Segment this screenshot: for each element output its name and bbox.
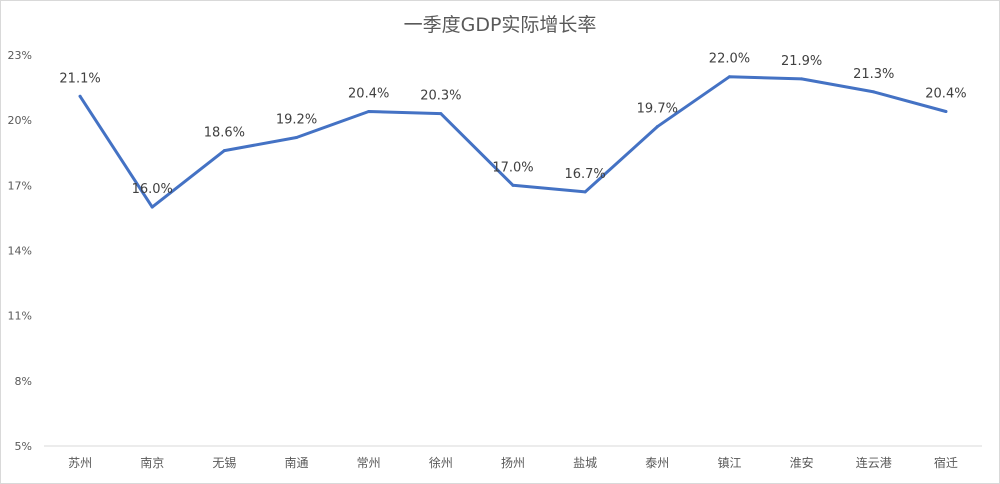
- x-tick-label: 连云港: [856, 455, 892, 470]
- data-label: 20.4%: [348, 86, 389, 101]
- x-tick-label: 无锡: [212, 455, 236, 470]
- x-tick-label: 徐州: [429, 455, 453, 470]
- data-label: 22.0%: [709, 52, 750, 67]
- x-tick-label: 常州: [357, 456, 381, 470]
- data-point: [655, 125, 659, 129]
- chart-title: 一季度GDP实际增长率: [403, 14, 597, 36]
- data-point: [439, 112, 443, 116]
- data-point: [800, 77, 804, 81]
- data-label: 21.1%: [59, 71, 100, 86]
- y-tick-label: 17%: [8, 179, 32, 192]
- y-axis-ticks: 5% 8% 11% 14% 17% 20% 23%: [8, 49, 32, 453]
- x-tick-label: 镇江: [717, 456, 741, 470]
- x-tick-label: 宿迁: [934, 455, 958, 470]
- data-label: 16.7%: [564, 167, 605, 182]
- y-tick-label: 11%: [8, 310, 32, 323]
- x-tick-label: 南通: [285, 455, 309, 470]
- y-tick-label: 20%: [8, 114, 32, 127]
- data-point: [727, 75, 731, 79]
- data-label: 20.4%: [925, 86, 966, 101]
- data-label: 17.0%: [492, 160, 533, 175]
- x-tick-label: 扬州: [501, 455, 525, 470]
- y-tick-label: 5%: [15, 440, 32, 453]
- data-label: 16.0%: [132, 182, 173, 197]
- x-tick-label: 泰州: [645, 456, 669, 470]
- data-point: [367, 109, 371, 113]
- series-line: [78, 75, 948, 209]
- data-label: 19.7%: [637, 102, 678, 117]
- data-label: 19.2%: [276, 113, 317, 128]
- category-labels: 苏州 南京 无锡 南通 常州 徐州 扬州 盐城 泰州 镇江 淮安 连云港 宿迁: [68, 455, 958, 470]
- x-tick-label: 盐城: [573, 456, 597, 470]
- data-point: [295, 136, 299, 140]
- data-point: [511, 183, 515, 187]
- y-tick-label: 8%: [15, 375, 32, 388]
- x-tick-label: 苏州: [68, 456, 92, 470]
- data-point: [583, 190, 587, 194]
- y-tick-label: 23%: [8, 49, 32, 62]
- data-label: 20.3%: [420, 89, 461, 104]
- series: [78, 75, 948, 209]
- data-point: [944, 109, 948, 113]
- y-tick-label: 14%: [8, 245, 32, 258]
- data-labels: 21.1% 16.0% 18.6% 19.2% 20.4% 20.3% 17.0% 16.7%…: [59, 52, 966, 197]
- data-point: [150, 205, 154, 209]
- x-tick-label: 南京: [140, 455, 164, 470]
- data-label: 21.3%: [853, 67, 894, 82]
- data-label: 21.9%: [781, 54, 822, 69]
- x-tick-label: 淮安: [790, 455, 814, 470]
- data-point: [78, 94, 82, 98]
- data-point: [222, 149, 226, 153]
- data-label: 18.6%: [204, 126, 245, 141]
- data-point: [872, 90, 876, 94]
